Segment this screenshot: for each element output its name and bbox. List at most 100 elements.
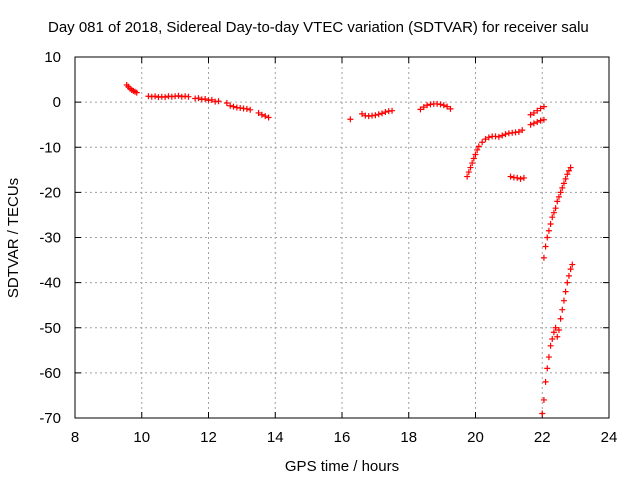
data-point	[175, 92, 182, 99]
y-tick-label: 10	[44, 49, 61, 66]
data-point	[133, 89, 140, 96]
data-point	[517, 175, 524, 182]
x-tick-label: 14	[267, 429, 284, 446]
data-point	[389, 107, 396, 114]
data-point	[464, 173, 471, 180]
series-segment-1	[123, 81, 140, 96]
data-point	[520, 174, 527, 181]
y-axis-label: SDTVAR / TECUs	[5, 178, 22, 298]
data-point	[564, 171, 571, 178]
data-point	[467, 164, 474, 171]
data-point	[564, 279, 571, 286]
data-point	[552, 205, 559, 212]
data-point	[557, 315, 564, 322]
data-point	[544, 365, 551, 372]
data-point	[258, 111, 265, 118]
data-point	[469, 160, 476, 167]
data-point	[514, 174, 521, 181]
series-segment-5	[255, 109, 272, 121]
data-point	[255, 109, 262, 116]
data-point	[424, 102, 431, 109]
series-segment-12	[527, 116, 547, 128]
y-tick-label: 0	[53, 94, 61, 111]
data-point	[507, 173, 514, 180]
data-point	[537, 105, 544, 112]
x-tick-label: 24	[601, 429, 618, 446]
data-point	[550, 329, 557, 336]
series-segment-4	[223, 100, 254, 113]
x-tick-labels: 8 10 12 14 16 18 20 22 24	[71, 429, 618, 446]
data-point	[162, 94, 169, 101]
x-tick-label: 12	[200, 429, 217, 446]
data-point	[347, 116, 354, 123]
chart-title: Day 081 of 2018, Sidereal Day-to-day VTE…	[48, 19, 589, 36]
data-point	[359, 110, 366, 117]
data-point	[540, 103, 547, 110]
data-point	[417, 106, 424, 113]
data-point	[559, 306, 566, 313]
data-point	[530, 120, 537, 127]
series-segment-14	[539, 261, 576, 417]
data-point	[379, 110, 386, 117]
data-point	[557, 189, 564, 196]
x-tick-label: 18	[400, 429, 417, 446]
series-segment-13	[540, 164, 574, 261]
data-point	[549, 336, 556, 343]
data-point	[223, 100, 230, 107]
data-point	[540, 396, 547, 403]
data-point	[519, 127, 526, 134]
data-point	[540, 254, 547, 261]
data-point	[562, 288, 569, 295]
data-point	[202, 95, 209, 102]
data-point	[534, 107, 541, 114]
data-point	[479, 139, 486, 146]
data-point	[195, 95, 202, 102]
series-segment-8	[417, 100, 454, 113]
data-point	[552, 324, 559, 331]
data-point	[262, 113, 269, 120]
series-segment-11	[527, 103, 547, 118]
data-point	[549, 214, 556, 221]
data-point	[527, 111, 534, 118]
data-point	[485, 134, 492, 141]
data-point	[474, 146, 481, 153]
data-point	[540, 116, 547, 123]
y-tick-label: -60	[39, 365, 61, 382]
data-point	[227, 102, 234, 109]
data-point	[547, 220, 554, 227]
y-tick-label: -70	[39, 410, 61, 427]
data-point	[482, 136, 489, 143]
grid	[75, 57, 609, 418]
data-point	[542, 378, 549, 385]
data-point	[444, 103, 451, 110]
data-point	[559, 184, 566, 191]
series-segment-6	[347, 116, 354, 123]
data-point	[547, 342, 554, 349]
x-tick-label: 10	[133, 429, 150, 446]
data-point	[215, 98, 222, 105]
x-tick-label: 16	[334, 429, 351, 446]
x-tick-label: 20	[467, 429, 484, 446]
data-point	[265, 114, 272, 121]
data-point	[562, 175, 569, 182]
data-point	[447, 105, 454, 112]
data-point	[499, 132, 506, 139]
data-point	[567, 164, 574, 171]
data-point	[542, 243, 549, 250]
data-point	[565, 167, 572, 174]
data-point	[375, 111, 382, 118]
data-point	[554, 333, 561, 340]
data-point	[502, 131, 509, 138]
data-point	[515, 128, 522, 135]
data-point	[420, 104, 427, 111]
data-points	[123, 81, 576, 417]
data-point	[560, 180, 567, 187]
data-point	[472, 151, 479, 158]
data-point	[534, 118, 541, 125]
data-point	[437, 101, 444, 108]
series-segment-7	[359, 107, 396, 120]
data-point	[470, 155, 477, 162]
data-point	[465, 169, 472, 176]
data-point	[555, 327, 562, 334]
